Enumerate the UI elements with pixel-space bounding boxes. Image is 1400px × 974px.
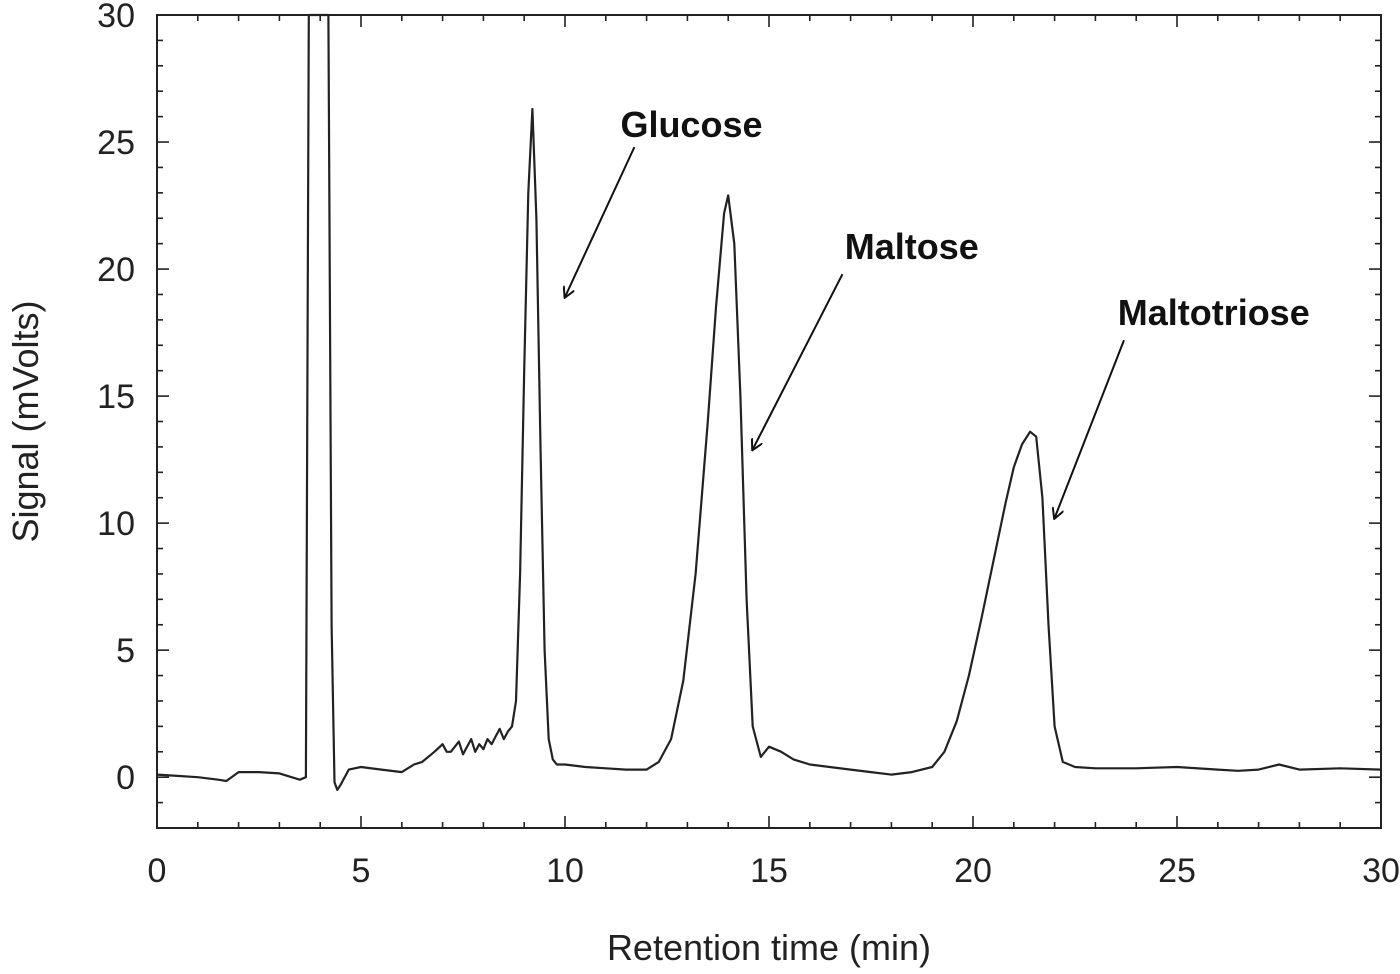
y-tick-label: 0 <box>116 759 135 797</box>
y-tick-label: 25 <box>97 124 135 162</box>
maltotriose-label: Maltotriose <box>1118 292 1310 333</box>
y-tick-label: 20 <box>97 251 135 289</box>
y-tick-label: 10 <box>97 505 135 543</box>
x-tick-label: 15 <box>750 852 788 890</box>
maltose-arrow <box>753 273 844 449</box>
plot-area-frame <box>156 14 1382 829</box>
y-axis-title: Signal (mVolts) <box>5 300 46 542</box>
x-tick-label: 25 <box>1158 852 1196 890</box>
maltose-label: Maltose <box>845 226 979 267</box>
peak-annotations: Glucose Maltose Maltotriose <box>565 104 1310 518</box>
x-tick-label: 0 <box>148 852 167 890</box>
x-tick-label: 30 <box>1362 852 1400 890</box>
tick-labels: 0 5 10 15 20 25 30 0 5 10 15 20 25 30 <box>97 0 1400 890</box>
y-tick-label: 5 <box>116 632 135 670</box>
glucose-arrow <box>565 146 636 297</box>
maltotriose-arrow <box>1055 339 1125 518</box>
x-tick-label: 10 <box>546 852 584 890</box>
signal-series-line <box>156 13 1382 791</box>
x-axis-title: Retention time (min) <box>607 927 931 968</box>
x-tick-label: 20 <box>954 852 992 890</box>
y-tick-label: 15 <box>97 378 135 416</box>
axis-ticks <box>156 14 1382 829</box>
y-tick-label: 30 <box>97 0 135 35</box>
glucose-label: Glucose <box>620 104 762 145</box>
x-tick-label: 5 <box>352 852 371 890</box>
